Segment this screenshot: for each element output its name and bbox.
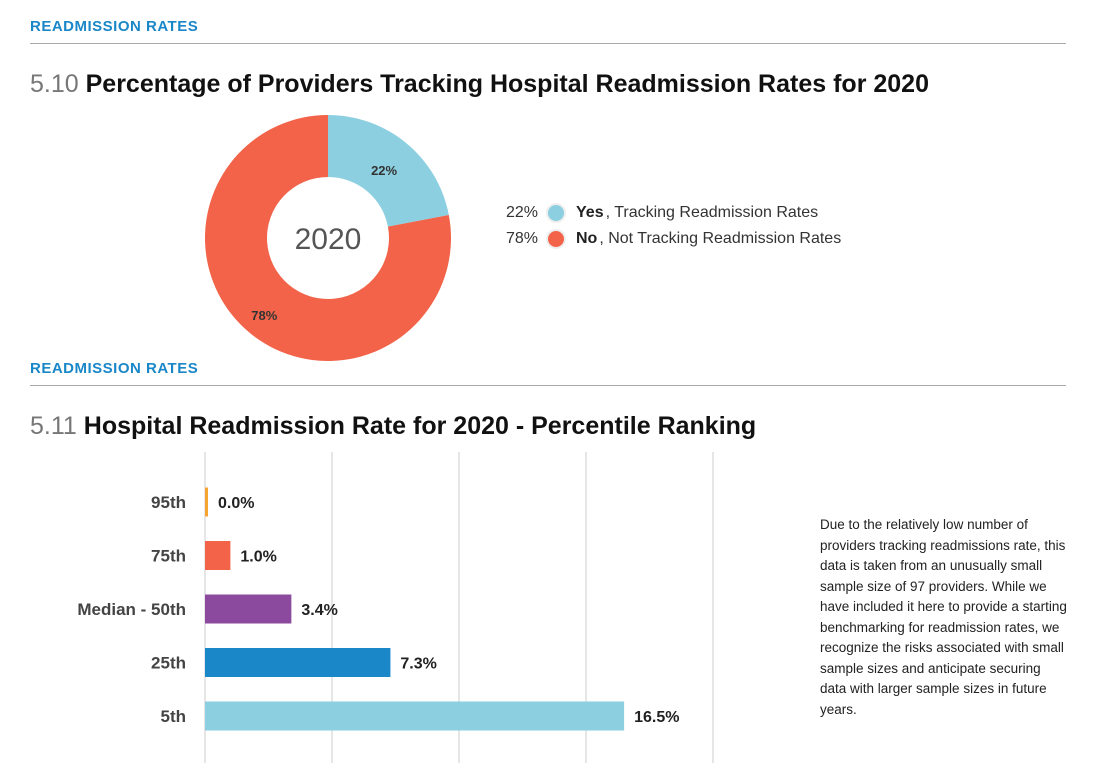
legend-label: , Tracking Readmission Rates bbox=[605, 204, 819, 221]
legend-pct: 78% bbox=[505, 230, 538, 247]
bar bbox=[205, 594, 292, 624]
chart-title: 5.11 Hospital Readmission Rate for 2020 … bbox=[30, 412, 756, 441]
data-label: 7.3% bbox=[400, 656, 436, 673]
section-label: READMISSION RATES bbox=[30, 360, 199, 377]
bar bbox=[205, 541, 231, 570]
bar bbox=[205, 648, 391, 677]
chart-number: 5.10 bbox=[30, 70, 79, 98]
category-label: 75th bbox=[151, 547, 186, 566]
divider bbox=[30, 43, 1066, 44]
data-label: 1.0% bbox=[240, 549, 276, 566]
data-label: 0.0% bbox=[218, 495, 254, 512]
legend-item-yes: 22% Yes, Tracking Readmission Rates bbox=[500, 200, 841, 226]
category-label: 95th bbox=[151, 493, 186, 512]
legend-bold: Yes bbox=[576, 204, 604, 221]
chart-note: Due to the relatively low number of prov… bbox=[820, 517, 1067, 717]
legend-label: , Not Tracking Readmission Rates bbox=[599, 230, 842, 247]
legend-bold: No bbox=[576, 230, 598, 247]
donut-slice bbox=[205, 115, 451, 361]
donut-center-label: 2020 bbox=[295, 223, 362, 256]
chart-title: 5.10 Percentage of Providers Tracking Ho… bbox=[30, 70, 929, 99]
category-label: 25th bbox=[151, 654, 186, 673]
donut-legend: 22% Yes, Tracking Readmission Rates 78% No… bbox=[500, 200, 841, 252]
bar-chart: 95th 0.0% 75th 1.0% Median - 50th 3.4% 25th 7.3… bbox=[77, 452, 714, 763]
category-label: 5th bbox=[161, 707, 187, 726]
legend-item-no: 78% No, Not Tracking Readmission Rates bbox=[500, 226, 841, 252]
slice-label: 78% bbox=[251, 308, 277, 323]
chart-number: 5.11 bbox=[30, 412, 77, 440]
legend-dot-yes bbox=[548, 205, 564, 221]
data-label: 3.4% bbox=[301, 602, 337, 619]
donut-chart: 22% 78% 2020 bbox=[205, 115, 451, 361]
bar bbox=[205, 701, 625, 731]
slice-label: 22% bbox=[371, 163, 397, 178]
legend-dot-no bbox=[548, 231, 564, 247]
category-label: Median - 50th bbox=[77, 600, 186, 619]
bar bbox=[205, 487, 208, 517]
section-label: READMISSION RATES bbox=[30, 18, 199, 35]
data-label: 16.5% bbox=[634, 709, 679, 726]
divider bbox=[30, 385, 1066, 386]
chart-title-text: Hospital Readmission Rate for 2020 - Per… bbox=[83, 412, 757, 440]
donut-slice bbox=[328, 115, 449, 227]
chart-title-text: Percentage of Providers Tracking Hospita… bbox=[85, 70, 929, 98]
legend-pct: 22% bbox=[505, 204, 538, 221]
